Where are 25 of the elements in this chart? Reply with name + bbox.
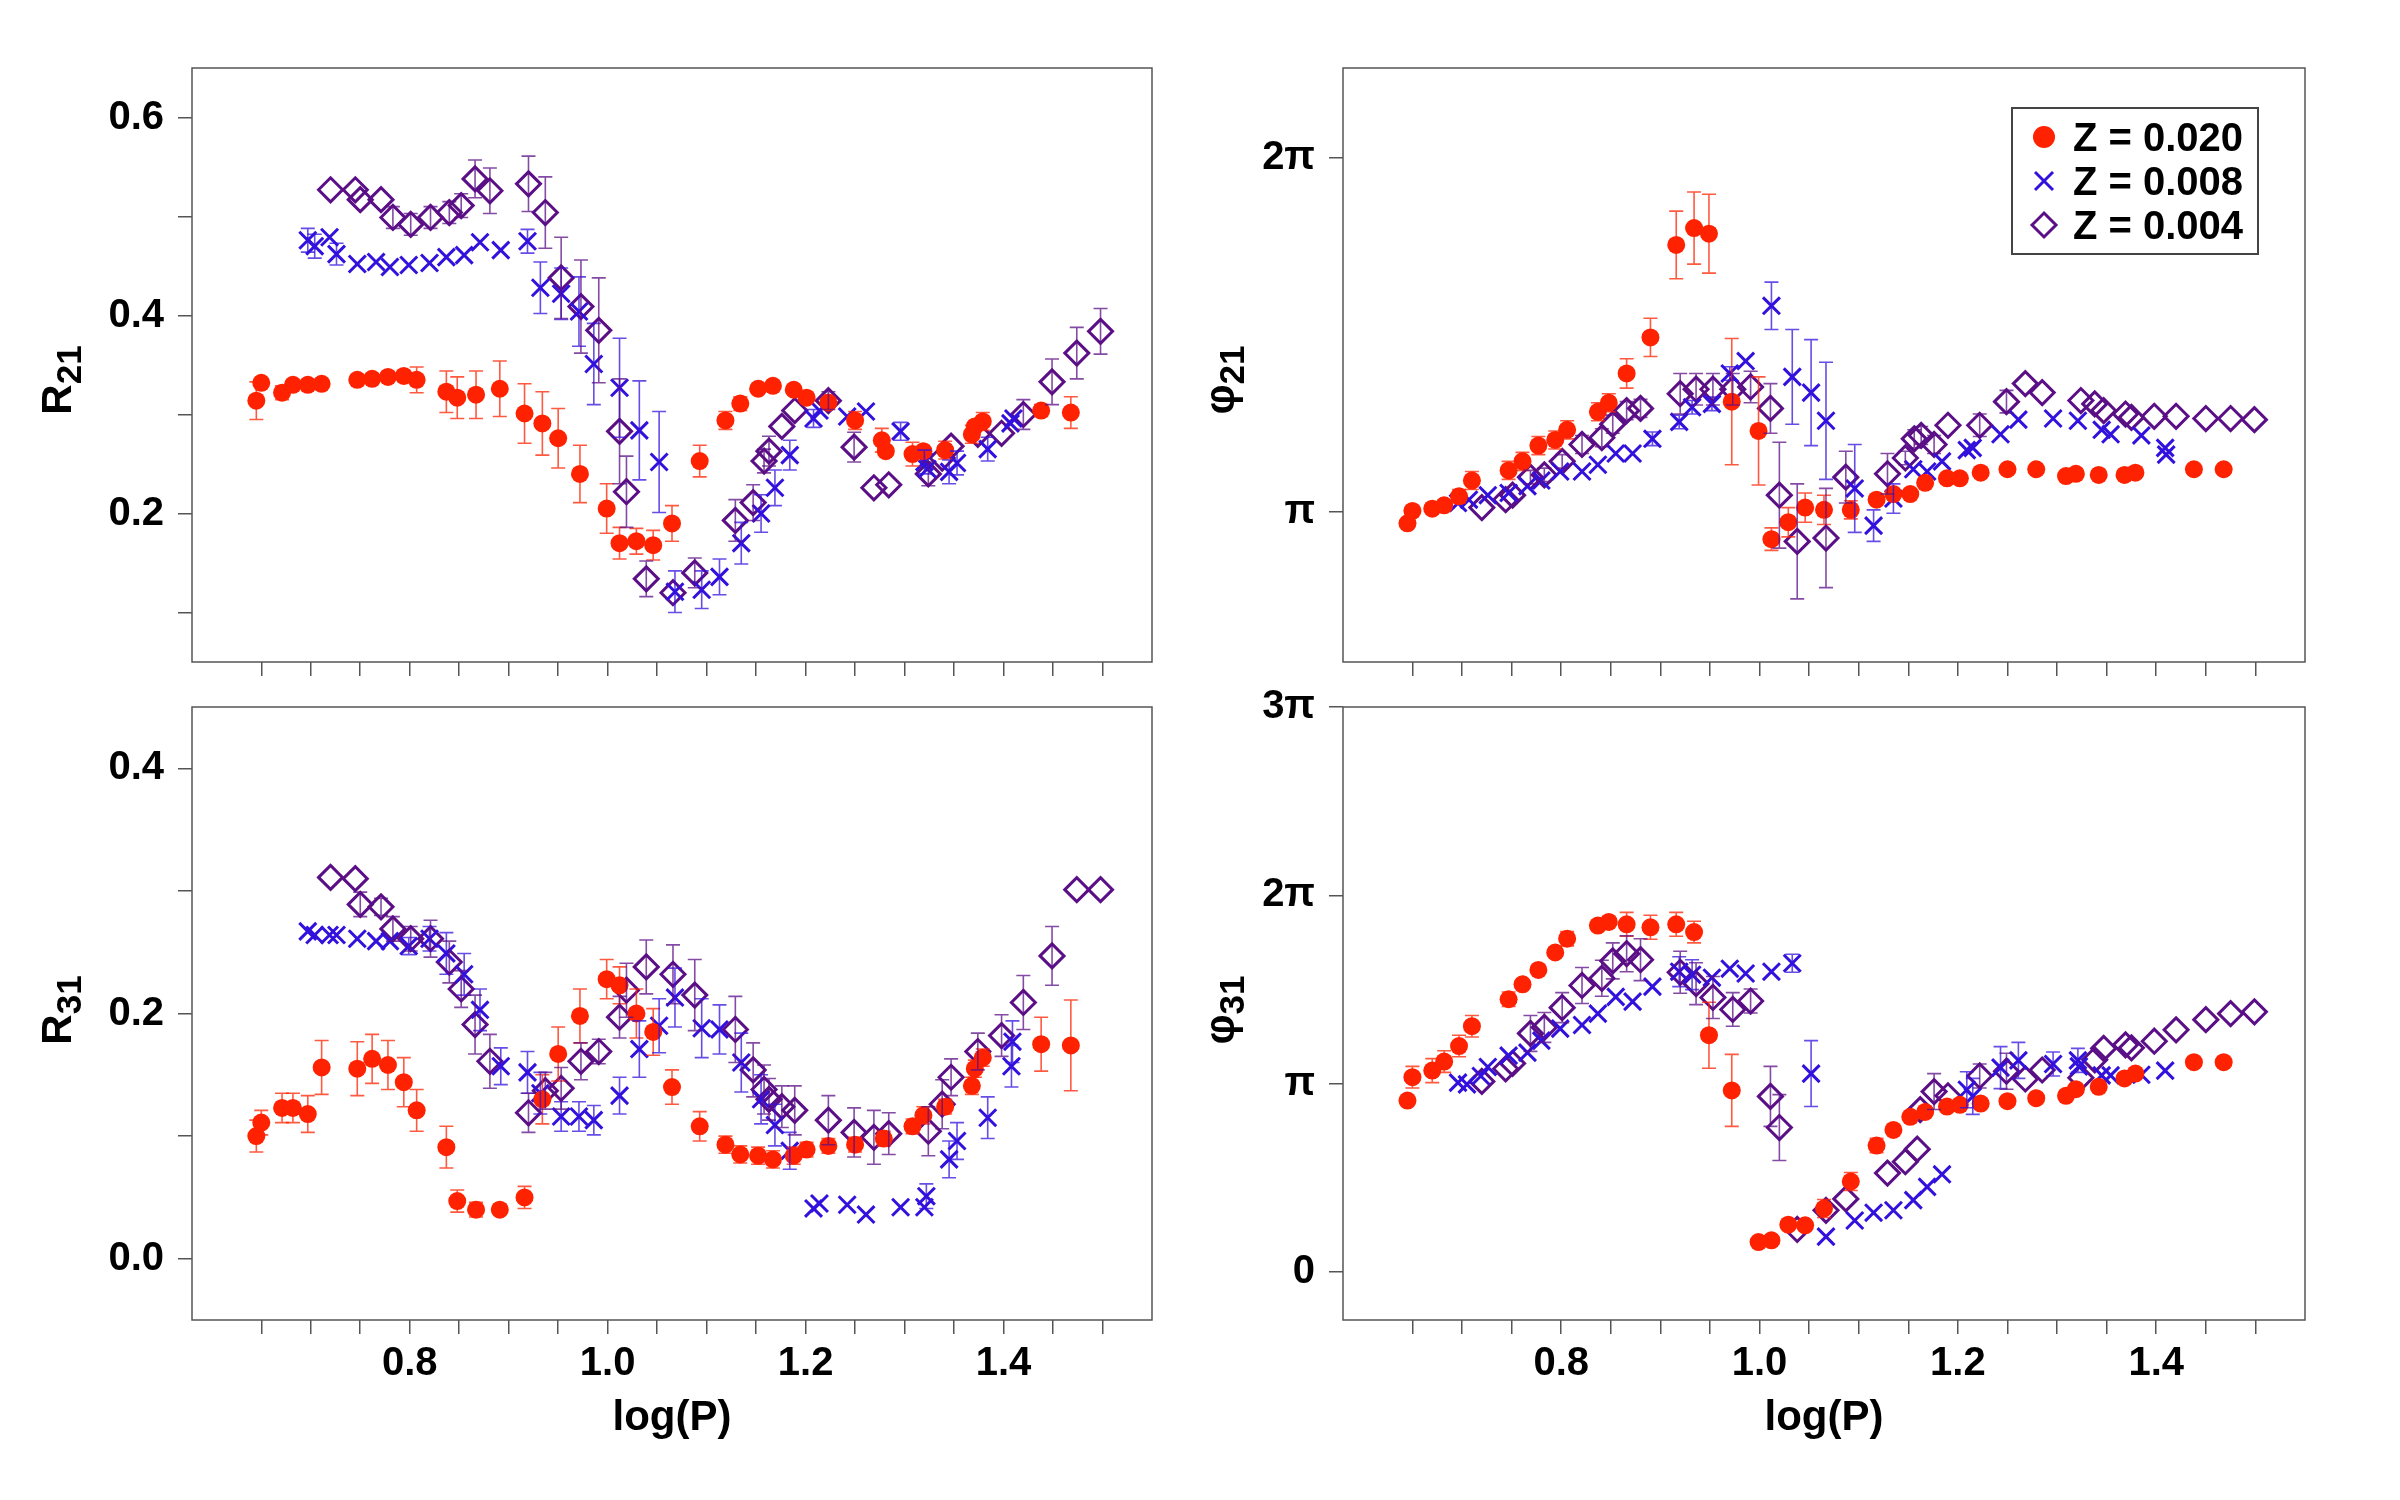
x-tick-label: 1.2 bbox=[1930, 1339, 1986, 1384]
x-tick-label: 1.4 bbox=[975, 1339, 1033, 1384]
x-axis-title: log(P) bbox=[612, 1392, 732, 1440]
y-tick-label: 0 bbox=[1292, 1247, 1315, 1292]
legend-label: Z = 0.020 bbox=[2072, 115, 2243, 159]
y-tick-label: 0.2 bbox=[108, 488, 164, 533]
legend-label: Z = 0.004 bbox=[2072, 203, 2243, 247]
y-tick-label: π bbox=[1284, 486, 1315, 531]
x-axis-title: log(P) bbox=[1764, 1392, 1884, 1440]
y-tick-label: 0.6 bbox=[108, 92, 164, 137]
x-tick-label: 1.0 bbox=[579, 1339, 636, 1384]
legend-label: Z = 0.008 bbox=[2072, 159, 2243, 203]
y-tick-label: 2π bbox=[1262, 132, 1315, 177]
y-tick-label: 0.4 bbox=[108, 290, 165, 335]
y-tick-label: π bbox=[1284, 1058, 1315, 1103]
x-tick-label: 1.4 bbox=[2128, 1339, 2185, 1384]
x-tick-label: 1.0 bbox=[1731, 1339, 1788, 1384]
y-tick-label: 3π bbox=[1262, 682, 1315, 727]
x-tick-label: 0.8 bbox=[1533, 1339, 1589, 1384]
x-tick-label: 0.8 bbox=[381, 1339, 438, 1384]
y-tick-label: 0.2 bbox=[108, 988, 164, 1033]
y-tick-label: 2π bbox=[1262, 870, 1315, 915]
y-tick-label: 0.4 bbox=[108, 743, 165, 788]
y-tick-label: 0.0 bbox=[108, 1233, 164, 1278]
x-tick-label: 1.2 bbox=[777, 1339, 834, 1384]
